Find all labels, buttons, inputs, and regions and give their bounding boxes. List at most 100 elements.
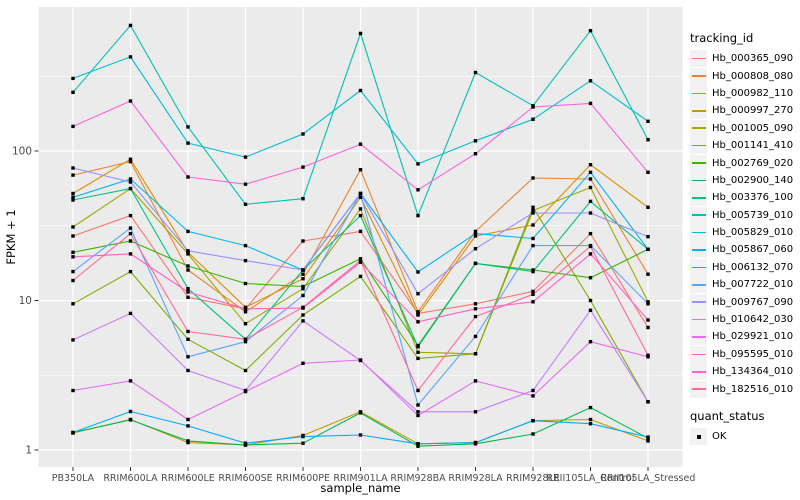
data-point-Hb_007722_010	[243, 340, 248, 344]
legend-key-swatch	[690, 363, 707, 381]
data-point-Hb_000365_090	[646, 325, 650, 330]
data-point-Hb_000982_110	[416, 313, 420, 317]
legend-item-label: Hb_005829_010	[712, 227, 794, 239]
data-point-Hb_003376_100	[71, 198, 75, 202]
data-point-Hb_029921_010	[128, 379, 133, 383]
data-point-Hb_134364_010	[128, 252, 133, 256]
y-tick-label: 10	[19, 295, 32, 307]
data-point-Hb_000365_090	[186, 295, 190, 299]
x-tick-label: RRIM928LE	[506, 473, 560, 484]
data-point-Hb_005867_060	[473, 231, 478, 236]
data-point-Hb_001005_090	[71, 225, 75, 229]
data-point-Hb_006132_070	[358, 433, 363, 437]
data-point-Hb_006132_070	[128, 409, 133, 414]
data-point-Hb_005739_010	[128, 23, 133, 28]
data-point-Hb_001141_410	[301, 313, 305, 317]
data-point-Hb_009767_090	[531, 211, 535, 215]
y-tick-label: 1	[25, 445, 32, 457]
legend-item-label: Hb_009767_090	[712, 296, 794, 308]
legend-item-label: OK	[712, 431, 727, 442]
legend-item-label: Hb_000808_080	[712, 70, 794, 82]
data-point-Hb_006132_070	[301, 434, 305, 439]
data-point-Hb_009767_090	[301, 268, 305, 272]
data-point-Hb_002769_020	[243, 281, 248, 286]
data-point-Hb_001141_410	[588, 298, 593, 303]
legend-key-line	[691, 353, 706, 356]
data-point-Hb_000808_080	[646, 272, 650, 276]
data-point-Hb_007722_010	[473, 334, 478, 339]
x-tick-label: RRIM901LA	[333, 473, 388, 484]
data-point-Hb_009767_090	[588, 211, 593, 215]
legend-item-Hb_003376_100: Hb_003376_100	[690, 189, 798, 207]
legend-key-line	[691, 249, 706, 251]
data-point-Hb_000808_080	[71, 173, 75, 177]
legend-key-swatch	[690, 345, 707, 363]
legend: tracking_id Hb_000365_090 Hb_000808_080 Hb…	[690, 31, 798, 445]
data-point-Hb_006132_070	[71, 430, 75, 435]
legend-item-Hb_001005_090: Hb_001005_090	[690, 119, 798, 137]
data-point-Hb_002769_020	[128, 239, 133, 243]
data-point-Hb_007722_010	[301, 293, 305, 298]
data-point-Hb_029921_010	[358, 358, 363, 362]
data-point-Hb_005829_010	[128, 55, 133, 59]
legend-key-line	[691, 57, 706, 60]
data-point-Hb_010642_030	[186, 368, 190, 373]
data-point-Hb_006132_070	[531, 419, 535, 423]
legend-item-Hb_001141_410: Hb_001141_410	[690, 137, 798, 155]
data-point-Hb_005829_010	[71, 76, 75, 81]
legend-key-swatch	[690, 84, 707, 102]
data-point-Hb_029921_010	[301, 361, 305, 365]
legend-key-swatch	[690, 293, 707, 311]
data-point-Hb_009767_090	[243, 258, 248, 263]
data-point-Hb_000982_110	[358, 195, 363, 199]
data-point-Hb_001141_410	[243, 368, 248, 373]
data-point-Hb_001005_090	[243, 322, 248, 326]
data-point-Hb_095595_010	[186, 175, 190, 179]
data-point-Hb_005739_010	[71, 90, 75, 94]
data-point-Hb_005739_010	[416, 213, 420, 218]
data-point-Hb_002900_140	[358, 411, 363, 415]
x-tick-label: RRII105LA_Stressed	[601, 473, 696, 484]
data-point-Hb_095595_010	[588, 101, 593, 106]
data-point-Hb_003376_100	[473, 261, 478, 266]
data-point-Hb_005829_010	[531, 117, 535, 121]
legend-item-Hb_134364_010: Hb_134364_010	[690, 363, 798, 381]
legend-item-Hb_005867_060: Hb_005867_060	[690, 241, 798, 259]
legend-item-label: Hb_000997_270	[712, 105, 794, 117]
legend-item-label: Hb_010642_030	[712, 314, 794, 326]
legend-item-Hb_000808_080: Hb_000808_080	[690, 67, 798, 85]
x-tick-label: RRIM600PE	[276, 473, 330, 484]
data-point-Hb_006132_070	[646, 435, 650, 439]
x-axis-title: sample_name	[320, 481, 400, 495]
data-point-Hb_010642_030	[531, 388, 535, 393]
legend-key-swatch	[690, 102, 707, 120]
data-point-Hb_000365_090	[531, 289, 535, 294]
data-point-Hb_029921_010	[588, 340, 593, 344]
data-point-Hb_009767_090	[646, 235, 650, 239]
data-point-Hb_005829_010	[301, 132, 305, 136]
data-point-Hb_182516_010	[243, 337, 248, 341]
data-point-Hb_095595_010	[416, 188, 420, 192]
legend-key-line	[691, 266, 706, 269]
legend-key-line	[691, 318, 706, 321]
data-point-Hb_000982_110	[128, 157, 133, 161]
data-point-Hb_000808_080	[531, 176, 535, 180]
legend-key-swatch	[690, 276, 707, 294]
legend-item-Hb_029921_010: Hb_029921_010	[690, 328, 798, 346]
data-point-Hb_005739_010	[473, 70, 478, 75]
data-point-Hb_003376_100	[531, 269, 535, 274]
data-point-Hb_000997_270	[646, 439, 650, 443]
data-point-Hb_000808_080	[358, 168, 363, 172]
data-point-Hb_000365_090	[301, 239, 305, 243]
legend-key-line	[691, 336, 706, 338]
data-point-Hb_003376_100	[588, 199, 593, 204]
data-point-Hb_005829_010	[243, 155, 248, 159]
data-point-Hb_005867_060	[186, 229, 190, 234]
data-point-Hb_182516_010	[128, 231, 133, 236]
data-point-Hb_009767_090	[358, 191, 363, 196]
x-tick-label: RRII105LA_Control	[546, 473, 634, 484]
data-point-Hb_005829_010	[473, 139, 478, 143]
legend-item-Hb_182516_010: Hb_182516_010	[690, 380, 798, 398]
data-point-Hb_007722_010	[416, 403, 420, 407]
